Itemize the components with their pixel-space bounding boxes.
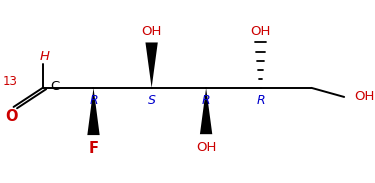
Text: R: R [202, 94, 210, 107]
Polygon shape [146, 42, 158, 88]
Text: H: H [39, 50, 50, 63]
Text: OH: OH [354, 89, 374, 102]
Text: S: S [148, 94, 156, 107]
Text: R: R [89, 94, 98, 107]
Text: R: R [256, 94, 265, 107]
Text: OH: OH [141, 25, 162, 38]
Text: OH: OH [196, 141, 216, 154]
Polygon shape [87, 88, 100, 135]
Text: C: C [51, 81, 60, 94]
Text: O: O [6, 109, 18, 124]
Text: F: F [88, 141, 99, 156]
Polygon shape [200, 88, 212, 134]
Text: OH: OH [251, 25, 271, 38]
Text: 13: 13 [3, 75, 17, 88]
